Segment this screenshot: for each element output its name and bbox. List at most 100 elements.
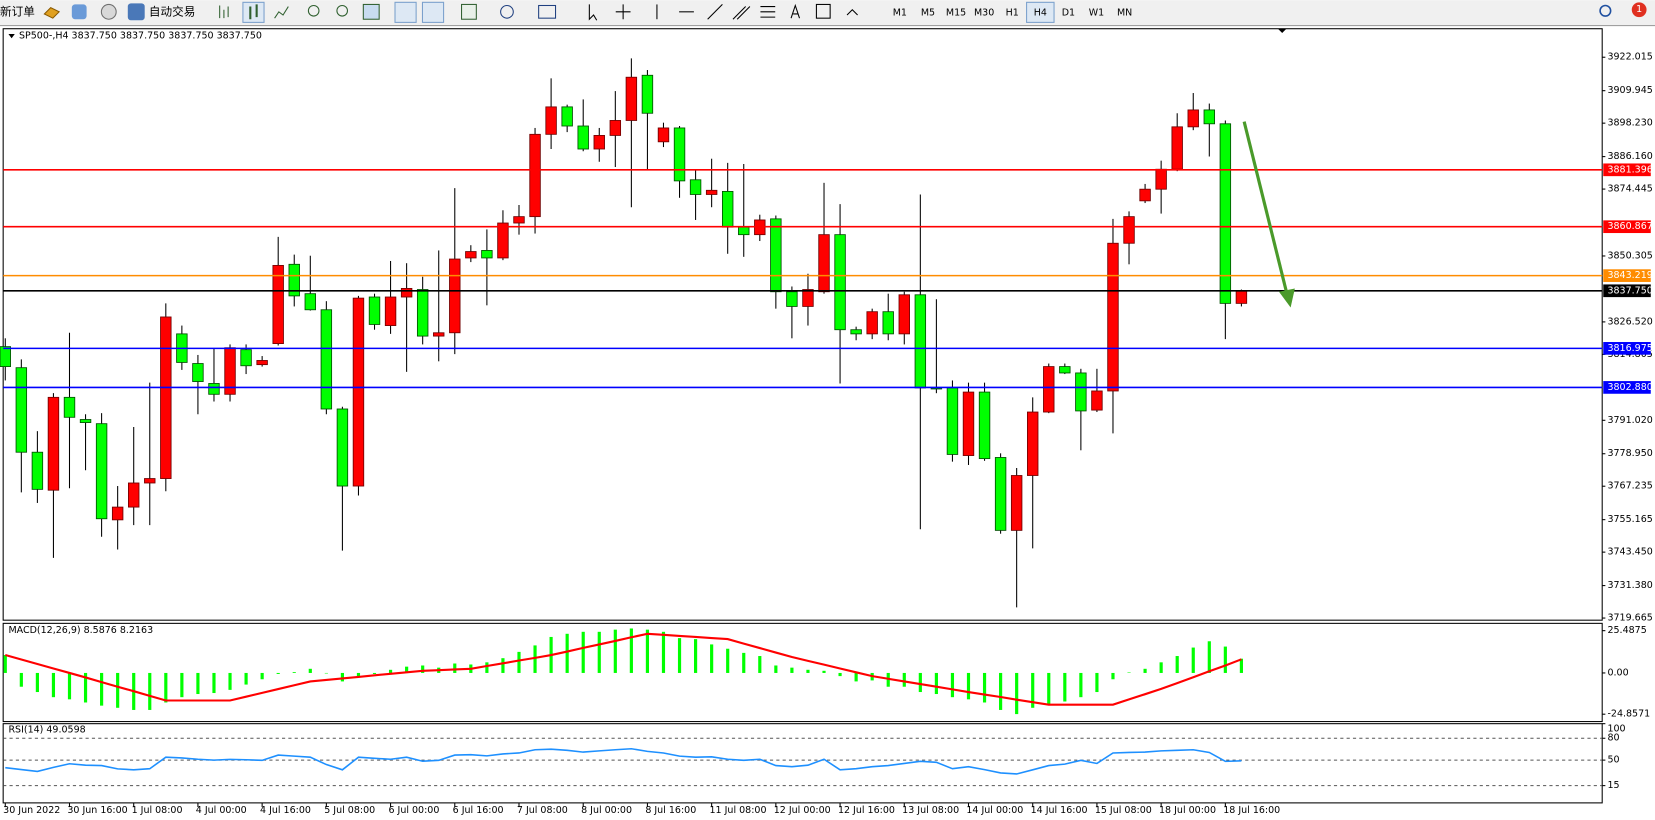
icon-autoscroll[interactable] [394,1,417,23]
level-label: 3860.867 [1607,221,1652,232]
chart-tools [219,1,858,23]
candle-body [256,360,268,366]
macd-bar [1207,641,1211,673]
icon-templates[interactable] [538,4,557,19]
timeframe-button[interactable]: D1 [1062,7,1075,18]
notification-badge[interactable] [1631,2,1647,18]
candle-body [1203,109,1216,125]
auto-trading-button[interactable]: 自动交易 [149,4,195,18]
macd-bar [1031,672,1035,708]
macd-bar [67,672,72,700]
timeframe-button[interactable]: H4 [1034,7,1047,18]
icon-crosshair[interactable] [615,4,631,20]
macd-bar [822,670,826,673]
level-label: 3837.750 [1607,285,1652,296]
y-tick-label: 3874.445 [1607,184,1652,195]
candle-body [673,127,686,182]
timeframe-button[interactable]: W1 [1089,7,1104,18]
y-tick-label: 100 [1607,723,1625,734]
icon-gold[interactable] [43,6,61,19]
search-icon[interactable] [1599,4,1612,17]
icon-signal[interactable] [100,3,117,20]
symbol-menu-arrow[interactable] [8,34,15,39]
timeframe-button[interactable]: M15 [946,7,966,18]
icon-periods[interactable] [500,4,514,19]
icon-fibo[interactable] [760,6,776,18]
shift-marker [1277,28,1287,33]
main-pane-border [2,28,1603,621]
timeframe-button[interactable]: MN [1117,7,1132,18]
candle-body [1123,216,1135,244]
macd-bar [661,631,666,673]
macd-title: MACD(12,26,9) 8.5876 8.2163 [8,625,153,636]
timeframe-active [1026,1,1055,23]
timeframe-button[interactable]: M5 [921,7,935,18]
x-tick-label: 6 Jul 16:00 [453,805,504,816]
x-tick-label: 4 Jul 00:00 [196,805,247,816]
icon-zoom-in[interactable] [307,4,320,17]
y-tick-label: 3743.450 [1607,547,1652,558]
candle-body [609,120,622,136]
candle-body [1107,242,1119,392]
icon-cursor[interactable] [588,4,598,21]
arrow-head [1279,288,1295,308]
y-tick-label: 50 [1607,755,1619,766]
x-tick-label: 18 Jul 16:00 [1223,805,1280,816]
icon-tile[interactable] [362,3,380,20]
level-label-box [1603,381,1651,394]
icon-arrows[interactable] [846,8,858,16]
y-tick-label: 3886.160 [1607,151,1652,162]
macd-bar [774,665,778,673]
icon-text[interactable] [790,3,801,19]
timeframe-button[interactable]: M1 [893,7,907,18]
candle-body [352,297,365,487]
icon-book[interactable] [71,4,87,20]
macd-bar [902,672,906,687]
timeframe-button[interactable]: H1 [1006,7,1019,18]
macd-bar [1063,672,1067,702]
macd-bar [1223,646,1227,673]
macd-bar [405,666,409,673]
candle-body [994,457,1007,531]
level-label-box [1603,220,1651,234]
timeframe-button[interactable]: M30 [974,7,994,18]
candle-body [802,289,814,307]
icon-auto-trade[interactable] [127,3,145,21]
level-label-box [1603,269,1651,282]
icon-candles[interactable] [249,4,258,20]
macd-bar [356,672,361,677]
y-tick-label: 3778.950 [1607,448,1652,459]
rsi-line [5,747,1242,775]
rsi-title: RSI(14) 49.0598 [8,725,85,736]
icon-zoom-out[interactable] [336,4,349,17]
icon-bar-chart[interactable] [219,5,229,19]
candle-body [657,127,670,143]
macd-bar [3,655,7,673]
y-tick-label: 80 [1607,733,1619,744]
macd-bar [180,672,184,698]
macd-bar [966,672,971,700]
candle-body [272,264,284,344]
candle-body [978,391,991,460]
level-label: 3843.219 [1607,270,1652,281]
macd-bar [645,629,650,673]
new-order-button[interactable]: 新订单 [0,4,35,18]
icon-line-chart[interactable] [274,6,289,19]
x-tick-label: 1 Jul 08:00 [132,805,183,816]
icon-channel[interactable] [732,6,751,20]
macd-bar [758,656,762,673]
x-tick-label: 30 Jun 2022 [3,805,60,816]
icon-trendline[interactable] [707,4,723,20]
icon-shift[interactable] [421,1,445,23]
candle-body [962,391,975,456]
chart-title: SP500-,H4 3837.750 3837.750 3837.750 383… [19,31,262,42]
macd-bar [854,672,858,682]
x-tick-label: 14 Jul 00:00 [966,805,1023,816]
icon-indicators[interactable] [461,3,477,20]
icon-candle-active[interactable] [242,1,265,23]
icon-label[interactable] [815,3,831,19]
